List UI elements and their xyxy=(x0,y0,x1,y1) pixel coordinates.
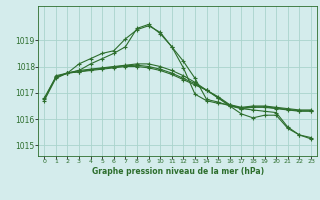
X-axis label: Graphe pression niveau de la mer (hPa): Graphe pression niveau de la mer (hPa) xyxy=(92,167,264,176)
